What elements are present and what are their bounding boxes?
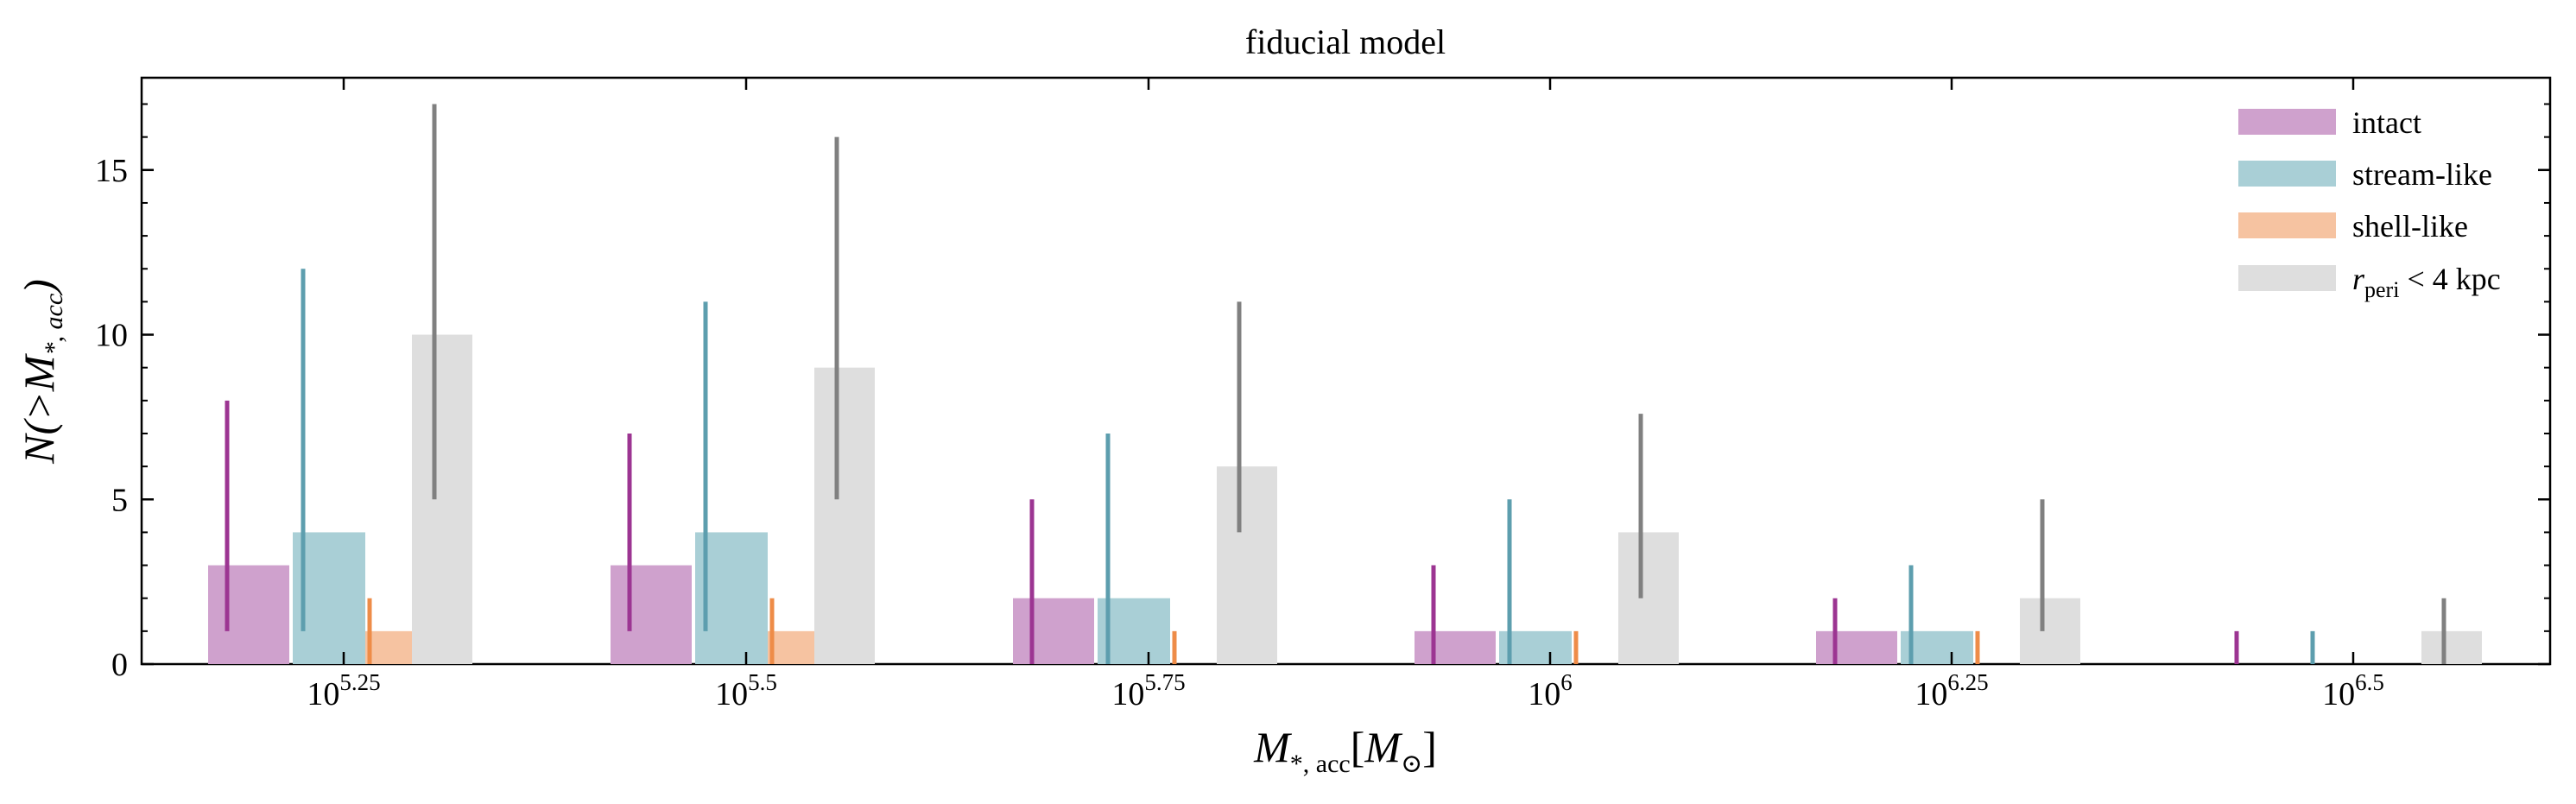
bar-rperi-4 (1618, 532, 1679, 664)
y-axis-label: N(>M*, acc) (15, 279, 68, 465)
x-tick-label: 106.5 (2322, 669, 2384, 712)
legend-label-rperi: rperi < 4 kpc (2352, 262, 2501, 302)
y-tick-label: 10 (95, 318, 128, 354)
legend-swatch-shell (2238, 212, 2336, 238)
legend-label-shell: shell-like (2352, 209, 2468, 244)
bar-rperi-2 (814, 367, 875, 664)
legend-swatch-stream (2238, 161, 2336, 187)
bar-intact-3 (1013, 598, 1094, 664)
bars-layer (208, 334, 2482, 664)
x-tick-label: 105.25 (307, 669, 380, 712)
x-tick-label: 106.25 (1915, 669, 1988, 712)
bar-intact-2 (611, 565, 692, 664)
bar-rperi-6 (2421, 630, 2482, 664)
ticks-layer: 0 5 10 15 105.25 105.5 105.75 106 106.25 106.5 (95, 78, 2550, 712)
bar-intact-5 (1816, 630, 1897, 664)
x-axis-label: M*, acc[M⊙] (1253, 723, 1437, 778)
legend-swatch-intact (2238, 109, 2336, 135)
chart-title: fiducial model (1245, 22, 1446, 61)
bar-rperi-3 (1217, 466, 1277, 664)
y-tick-label: 5 (111, 482, 128, 518)
legend-label-intact: intact (2352, 105, 2421, 140)
legend-label-stream: stream-like (2352, 157, 2492, 192)
bar-rperi-1 (412, 334, 472, 664)
errorbars-layer (225, 104, 2446, 664)
x-tick-label: 106 (1528, 669, 1573, 712)
y-tick-label: 0 (111, 647, 128, 683)
x-tick-label: 105.75 (1111, 669, 1185, 712)
bar-intact-1 (208, 565, 289, 664)
legend-swatch-rperi (2238, 265, 2336, 291)
x-tick-label: 105.5 (715, 669, 777, 712)
bar-intact-4 (1415, 630, 1496, 664)
y-tick-label: 15 (95, 153, 128, 189)
legend: intact stream-like shell-like rperi < 4 kpc (2238, 105, 2501, 302)
bar-rperi-5 (2020, 598, 2080, 664)
plot-frame (140, 76, 2552, 666)
